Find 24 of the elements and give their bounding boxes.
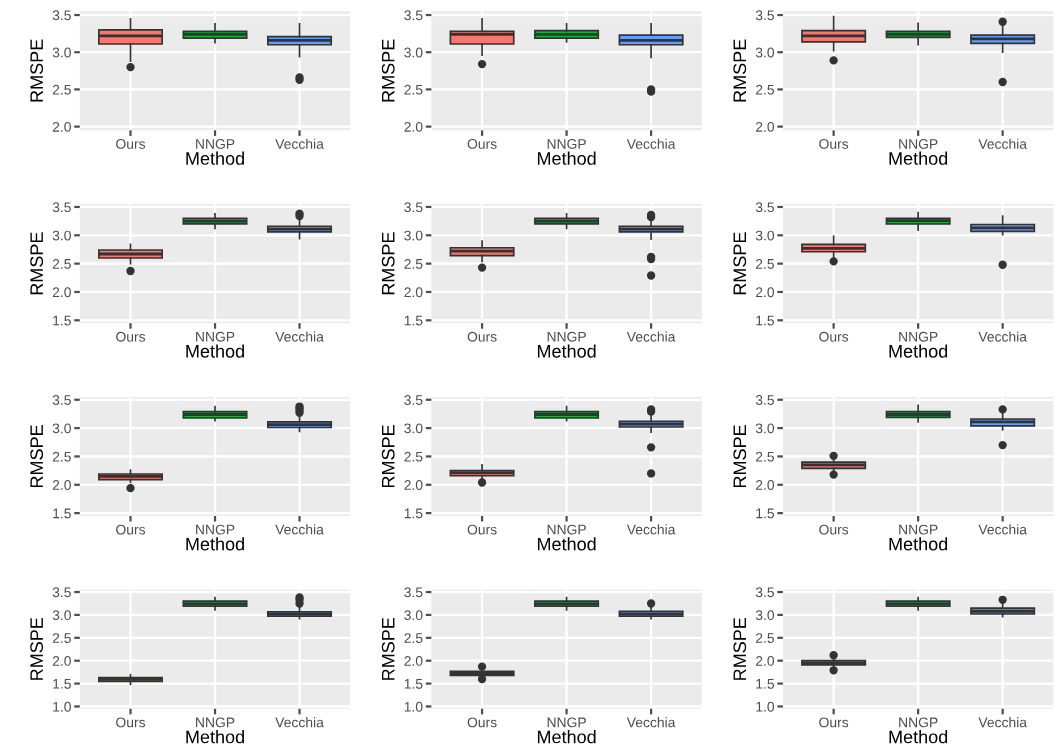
- x-axis-title: Method: [889, 344, 948, 358]
- x-axis-title: Method: [186, 730, 244, 744]
- x-axis-title: Method: [186, 344, 244, 358]
- x-axis-title: Method: [889, 537, 948, 551]
- y-axis-title: RMSPE: [381, 617, 395, 680]
- y-axis-title: RMSPE: [733, 617, 747, 680]
- x-axis-title: Method: [537, 537, 596, 551]
- y-axis-title: RMSPE: [30, 425, 44, 488]
- y-axis-title: RMSPE: [381, 39, 395, 102]
- y-axis-title: RMSPE: [733, 39, 747, 102]
- y-axis-title: RMSPE: [30, 617, 44, 680]
- y-axis-title: RMSPE: [30, 232, 44, 295]
- y-axis-title: RMSPE: [381, 425, 395, 488]
- y-axis-title: RMSPE: [381, 232, 395, 295]
- x-axis-title: Method: [889, 730, 948, 744]
- x-axis-title: Method: [537, 151, 596, 165]
- y-axis-title: RMSPE: [733, 425, 747, 488]
- y-axis-title: RMSPE: [733, 232, 747, 295]
- x-axis-title: Method: [186, 151, 244, 165]
- x-axis-title: Method: [537, 344, 596, 358]
- y-axis-title: RMSPE: [30, 39, 44, 102]
- x-axis-title: Method: [186, 537, 244, 551]
- x-axis-title: Method: [537, 730, 596, 744]
- x-axis-title: Method: [889, 151, 948, 165]
